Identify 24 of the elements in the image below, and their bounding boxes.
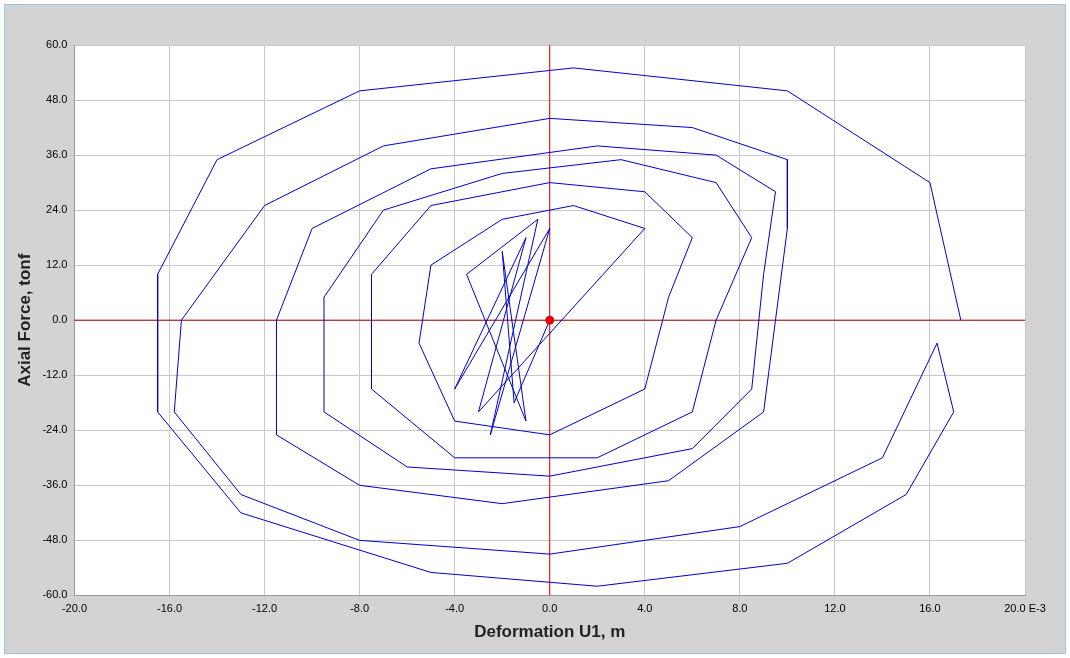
y-tick-label: -24.0 <box>42 423 68 436</box>
y-axis-title: Axial Force, tonf <box>14 253 34 387</box>
x-tick-label: 4.0 <box>637 602 653 615</box>
y-tick-label: 36.0 <box>46 148 68 161</box>
x-tick-label: -4.0 <box>445 602 465 615</box>
x-tick-label: 12.0 <box>824 602 846 615</box>
y-tick-label: 48.0 <box>46 93 68 106</box>
x-tick-label: -8.0 <box>350 602 370 615</box>
x-axis-title: Deformation U1, m <box>474 622 626 642</box>
x-tick-label: 20.0 E-3 <box>1004 602 1046 615</box>
x-tick-label: 16.0 <box>919 602 941 615</box>
x-tick-label: 8.0 <box>732 602 748 615</box>
y-tick-label: -48.0 <box>42 533 68 546</box>
y-tick-label: -60.0 <box>42 588 68 601</box>
y-tick-label: 60.0 <box>46 38 68 51</box>
x-tick-label: -20.0 <box>61 602 88 615</box>
x-tick-label: 0.0 <box>542 602 558 615</box>
y-tick-label: 24.0 <box>46 203 68 216</box>
y-tick-label: -12.0 <box>42 368 68 381</box>
y-tick-label: -36.0 <box>42 478 68 491</box>
y-tick-label: 12.0 <box>46 258 68 271</box>
y-tick-label: 0.0 <box>52 313 68 326</box>
x-tick-label: -16.0 <box>156 602 183 615</box>
x-tick-label: -12.0 <box>252 602 278 615</box>
